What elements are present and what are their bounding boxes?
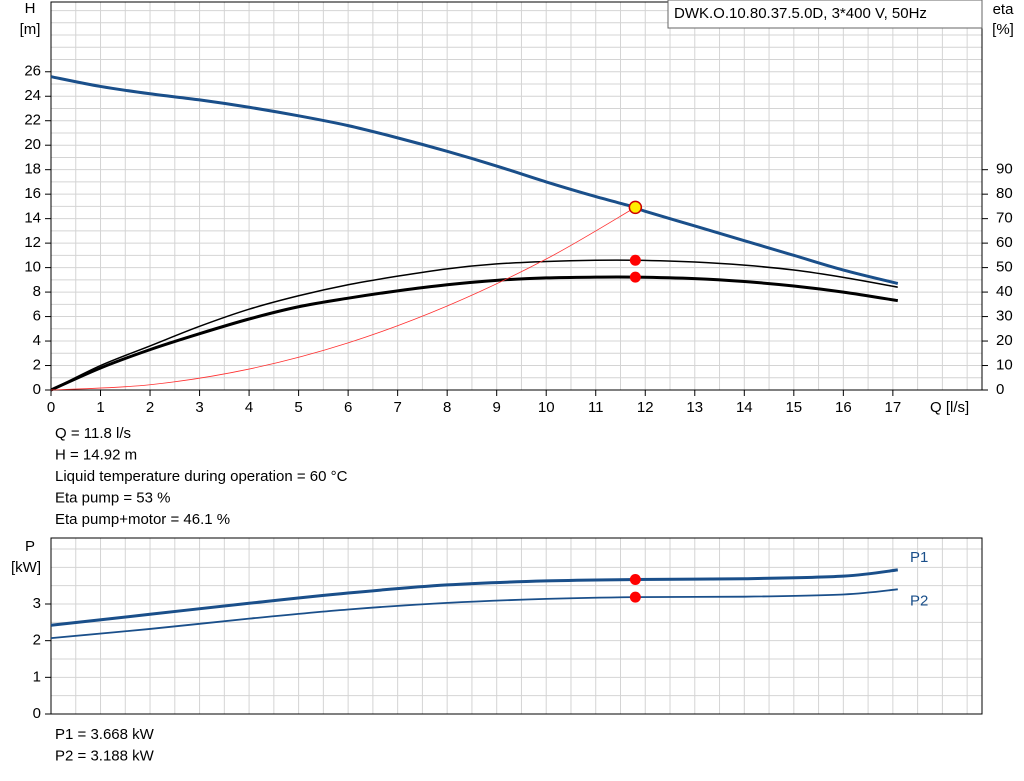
- y-tick-label: 8: [33, 283, 41, 300]
- y2-axis-unit: [%]: [992, 21, 1014, 38]
- annotation: H = 14.92 m: [55, 446, 137, 463]
- y2-tick-label: 30: [996, 308, 1013, 325]
- y2-tick-label: 40: [996, 283, 1013, 300]
- y-tick-label: 14: [24, 210, 41, 227]
- x-tick-label: 17: [885, 399, 902, 416]
- y2-tick-label: 20: [996, 332, 1013, 349]
- annotation: Liquid temperature during operation = 60…: [55, 468, 348, 485]
- curve: [50, 568, 898, 627]
- y2-tick-label: 70: [996, 210, 1013, 227]
- x-tick-label: 0: [47, 399, 55, 416]
- chart-title: DWK.O.10.80.37.5.0D, 3*400 V, 50Hz: [674, 5, 927, 22]
- y-tick-label: 10: [24, 259, 41, 276]
- y-tick-label: 24: [24, 87, 41, 104]
- y-axis-unit: [m]: [20, 21, 41, 38]
- x-tick-label: 14: [736, 399, 753, 416]
- operating-point: [629, 591, 641, 603]
- x-tick-label: 1: [96, 399, 104, 416]
- x-axis-label: Q [l/s]: [930, 399, 969, 416]
- x-tick-label: 3: [195, 399, 203, 416]
- y-tick-label: 2: [33, 632, 41, 649]
- x-tick-label: 15: [785, 399, 802, 416]
- series-label: P2: [910, 592, 928, 609]
- y-tick-label: 0: [33, 705, 41, 722]
- y-axis-unit: [kW]: [11, 559, 41, 576]
- curve: [50, 259, 898, 391]
- annotation: Eta pump = 53 %: [55, 489, 171, 506]
- y-tick-label: 6: [33, 308, 41, 325]
- y-tick-label: 22: [24, 112, 41, 129]
- y-tick-label: 1: [33, 668, 41, 685]
- annotation: P1 = 3.668 kW: [55, 726, 155, 743]
- y-tick-label: 20: [24, 136, 41, 153]
- annotation: P2 = 3.188 kW: [55, 747, 155, 764]
- y-tick-label: 18: [24, 161, 41, 178]
- curve: [50, 588, 898, 639]
- x-tick-label: 4: [245, 399, 253, 416]
- operating-point: [628, 200, 643, 215]
- curve: [50, 75, 899, 285]
- y-tick-label: 0: [33, 381, 41, 398]
- annotation: Q = 11.8 l/s: [55, 425, 131, 442]
- y-axis-label: H: [25, 0, 36, 17]
- x-tick-label: 11: [588, 399, 604, 416]
- x-tick-label: 2: [146, 399, 154, 416]
- y-tick-label: 4: [33, 332, 41, 349]
- y2-tick-label: 50: [996, 259, 1013, 276]
- y-tick-label: 26: [24, 63, 41, 80]
- x-tick-label: 9: [493, 399, 501, 416]
- y-axis-label: P: [25, 538, 35, 555]
- plot-frame: [50, 537, 983, 715]
- x-tick-label: 7: [393, 399, 401, 416]
- y2-tick-label: 80: [996, 185, 1013, 202]
- operating-point: [629, 254, 641, 266]
- x-tick-label: 5: [294, 399, 302, 416]
- y2-tick-label: 10: [996, 356, 1013, 373]
- operating-point: [629, 271, 641, 283]
- y2-tick-label: 0: [996, 381, 1004, 398]
- x-tick-label: 12: [637, 399, 654, 416]
- y-tick-label: 12: [24, 234, 41, 251]
- annotation: Eta pump+motor = 46.1 %: [55, 511, 230, 528]
- plot-frame: [50, 1, 983, 391]
- y2-axis-label: eta: [993, 1, 1015, 18]
- y2-tick-label: 60: [996, 234, 1013, 251]
- x-tick-label: 13: [686, 399, 703, 416]
- y-tick-label: 3: [33, 595, 41, 612]
- curve: [50, 207, 636, 391]
- operating-point: [629, 574, 641, 586]
- x-tick-label: 10: [538, 399, 555, 416]
- y-tick-label: 16: [24, 185, 41, 202]
- title-box: [667, 0, 983, 29]
- y-tick-label: 2: [33, 356, 41, 373]
- x-tick-label: 16: [835, 399, 852, 416]
- x-tick-label: 6: [344, 399, 352, 416]
- x-tick-label: 8: [443, 399, 451, 416]
- y2-tick-label: 90: [996, 161, 1013, 178]
- curve: [50, 275, 899, 392]
- series-label: P1: [910, 549, 928, 566]
